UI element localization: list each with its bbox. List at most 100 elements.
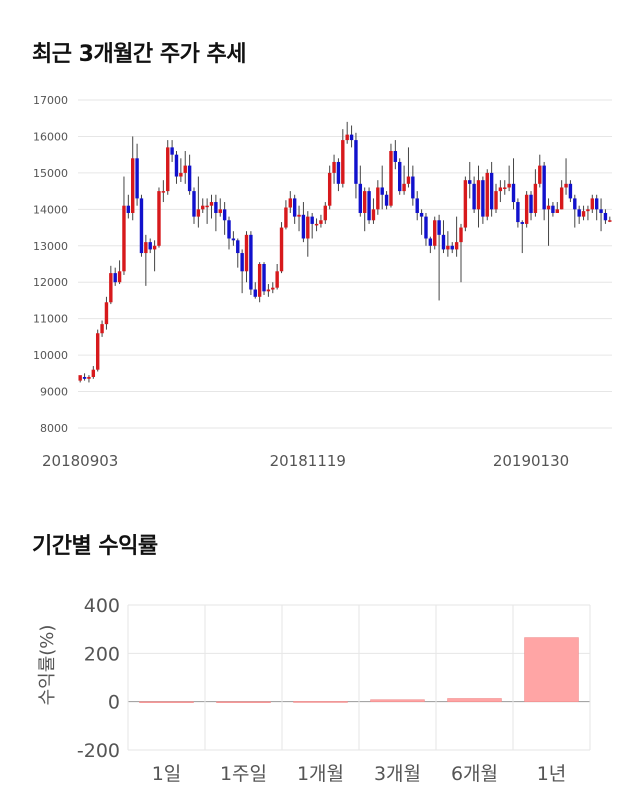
price-x-tick-label: 20181119 [270, 452, 346, 470]
price-candle [555, 202, 559, 213]
candle-body [314, 223, 319, 226]
price-y-tick-label: 12000 [33, 276, 68, 289]
price-candle [113, 267, 117, 286]
price-candle [454, 216, 459, 257]
price-candle [319, 214, 323, 228]
candle-body [481, 180, 485, 217]
price-candle [603, 209, 608, 224]
price-candle [87, 375, 91, 383]
candle-body [284, 207, 288, 228]
candle-body [546, 205, 551, 210]
candle-body [341, 140, 345, 184]
price-candle [577, 205, 581, 224]
candle-body [551, 205, 555, 213]
price-y-tick-label: 15000 [33, 167, 68, 180]
candle-body [157, 191, 161, 246]
price-candle [450, 242, 454, 254]
price-candle [503, 180, 507, 195]
price-candle [419, 209, 424, 235]
candle-body [209, 202, 214, 206]
price-candle [349, 125, 354, 148]
price-candle [192, 187, 196, 224]
price-candle [244, 231, 249, 283]
price-candle [117, 260, 122, 285]
return-bar [447, 698, 502, 702]
return-x-tick-label: 1일 [152, 763, 182, 785]
candle-body [262, 264, 266, 292]
candle-body [459, 227, 463, 243]
candle-body [275, 271, 279, 288]
candle-body [323, 205, 328, 221]
candle-body [389, 151, 393, 206]
price-trend-title: 최근 3개월간 주가 추세 [32, 42, 246, 67]
price-candle [310, 212, 314, 239]
candle-body [332, 161, 336, 173]
candle-body [170, 147, 174, 155]
price-y-tick-label: 17000 [33, 94, 68, 107]
candle-body [310, 216, 314, 224]
price-y-tick-label: 9000 [40, 386, 68, 399]
candle-body [139, 198, 144, 254]
candle-body [406, 176, 411, 184]
price-candle [297, 205, 301, 232]
price-candle [415, 191, 419, 221]
candle-body [82, 376, 87, 379]
candle-body [336, 161, 341, 184]
price-candle [481, 176, 485, 224]
candle-body [433, 220, 437, 246]
price-candle [170, 140, 174, 162]
price-candle [581, 205, 586, 221]
return-bar [216, 701, 271, 703]
candle-body [608, 220, 612, 222]
candle-body [516, 202, 520, 223]
price-candle [95, 329, 100, 372]
price-candle [214, 194, 218, 232]
candle-body [349, 134, 354, 141]
candle-body [498, 187, 503, 192]
price-candle [100, 320, 104, 337]
price-candle [428, 236, 433, 254]
candle-body [240, 253, 244, 272]
candle-body [100, 324, 104, 334]
price-y-tick-label: 10000 [33, 349, 68, 362]
price-candle [433, 216, 437, 250]
candle-body [288, 198, 292, 208]
price-candle [131, 136, 135, 221]
price-candle [157, 187, 161, 248]
price-candle [179, 158, 183, 182]
price-candle [288, 191, 292, 213]
price-candle [257, 262, 262, 303]
price-candle [249, 231, 253, 295]
price-candle [187, 154, 192, 195]
price-candle [362, 187, 367, 232]
candle-body [144, 242, 148, 254]
candle-body [266, 289, 271, 292]
price-candle [599, 198, 603, 232]
price-candle [520, 220, 524, 254]
price-candle [468, 161, 472, 199]
return-bars [139, 637, 579, 703]
candle-body [201, 205, 205, 210]
candle-body [424, 216, 428, 239]
price-candle [524, 191, 529, 228]
price-candle [564, 158, 568, 195]
price-candle [91, 366, 96, 379]
price-y-tick-label: 13000 [33, 240, 68, 253]
price-candle [384, 191, 389, 210]
price-candle [271, 282, 275, 294]
candle-body [109, 273, 113, 303]
candle-body [468, 180, 472, 184]
price-candle [494, 183, 498, 213]
price-candle [275, 264, 279, 290]
candle-body [271, 287, 275, 290]
candle-body [441, 234, 446, 250]
candle-body [135, 158, 139, 199]
candle-body [472, 183, 476, 210]
candle-body [117, 271, 122, 283]
candle-body [384, 194, 389, 206]
candle-body [573, 198, 577, 210]
return-x-tick-label: 1년 [537, 763, 567, 785]
candle-body [297, 214, 301, 217]
price-candle [376, 180, 380, 215]
price-y-tick-label: 16000 [33, 130, 68, 143]
